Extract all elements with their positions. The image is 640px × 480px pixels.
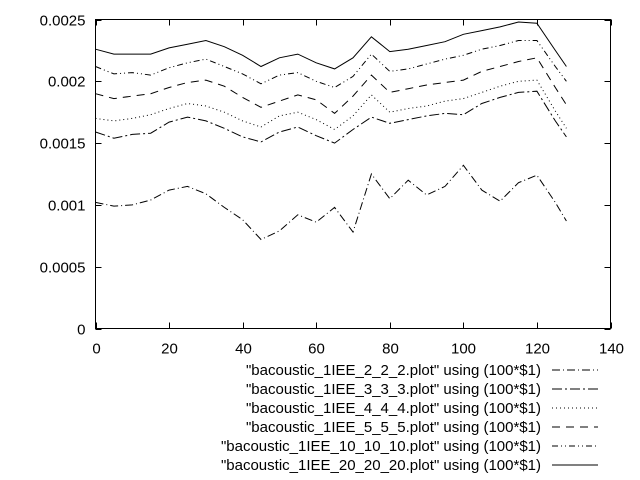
y-tick-label: 0.0015 (40, 136, 86, 153)
series-line-1 (95, 164, 567, 241)
x-tick-label: 140 (599, 341, 624, 358)
y-tick-label: 0 (77, 322, 85, 339)
y-tick-label: 0.002 (48, 74, 86, 91)
x-tick-labels: 0 20 40 60 80 100 120 140 (92, 341, 624, 358)
x-tick-label: 0 (92, 341, 100, 358)
series-layer (95, 21, 567, 241)
legend-label: "bacoustic_1IEE_2_2_2.plot" using (100*$… (246, 362, 541, 379)
legend-label: "bacoustic_1IEE_3_3_3.plot" using (100*$… (246, 381, 541, 398)
legend-label: "bacoustic_1IEE_5_5_5.plot" using (100*$… (246, 419, 541, 436)
legend-label: "bacoustic_1IEE_4_4_4.plot" using (100*$… (246, 400, 541, 417)
x-tick-label: 100 (451, 341, 476, 358)
x-tick-label: 60 (308, 341, 325, 358)
x-tick-label: 40 (235, 341, 252, 358)
y-tick-label: 0.001 (48, 198, 86, 215)
legend-label: "bacoustic_1IEE_20_20_20.plot" using (10… (221, 457, 541, 474)
x-tick-label: 20 (161, 341, 178, 358)
legend: "bacoustic_1IEE_2_2_2.plot" using (100*$… (221, 362, 598, 474)
legend-label: "bacoustic_1IEE_10_10_10.plot" using (10… (221, 438, 541, 455)
ticks-layer (95, 19, 612, 330)
x-tick-label: 80 (382, 341, 399, 358)
y-tick-label: 0.0005 (40, 260, 86, 277)
x-tick-label: 120 (525, 341, 550, 358)
series-line-6 (95, 21, 567, 70)
series-line-5 (95, 40, 567, 89)
series-line-2 (95, 90, 567, 144)
y-tick-labels: 0 0.0005 0.001 0.0015 0.002 0.0025 (40, 13, 86, 339)
plot-frame (95, 19, 611, 329)
series-line-4 (95, 57, 567, 115)
series-line-3 (95, 79, 567, 131)
y-tick-label: 0.0025 (40, 13, 86, 30)
